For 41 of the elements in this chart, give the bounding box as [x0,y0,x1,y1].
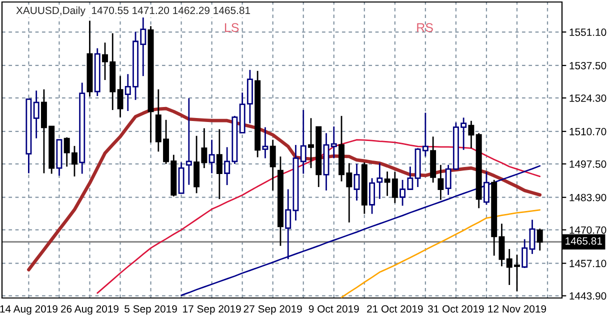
chart-title: XAUUSD,Daily 1470.55 1471.20 1462.29 1465.81 [16,6,250,16]
x-tick-label: 14 Aug 2019 [0,305,58,315]
annotation: LS [224,23,239,32]
y-tick-label: 1524.30 [570,94,606,102]
annotation: RS [417,23,433,32]
candlestick [186,98,192,186]
y-tick-label: 1443.90 [570,292,606,300]
candlestick [330,126,337,159]
candlestick [354,163,360,202]
candlestick [33,90,40,140]
x-tick-label: 31 Oct 2019 [428,305,484,313]
y-tick-label: 1537.50 [570,62,606,70]
candlestick [522,238,528,269]
candlestick [117,75,124,118]
x-tick-label: 26 Aug 2019 [61,305,118,315]
line-series [340,209,541,298]
y-tick-label: 1483.90 [570,194,606,202]
line-series [180,165,541,296]
candlestick [483,171,490,206]
y-tick-label: 1497.50 [570,160,606,168]
candlestick [468,120,474,149]
candlestick [216,128,222,200]
candlestick [438,164,444,201]
y-tick-label: 1457.10 [570,260,606,268]
candlestick [270,139,276,192]
y-tick-label: 1551.10 [570,28,606,36]
x-tick-label: 21 Oct 2019 [367,305,423,313]
ref-line-label: 1465.81 [566,237,602,245]
y-tick-label: 1470.70 [570,226,606,234]
candlestick [536,228,543,252]
x-tick-label: 12 Nov 2019 [488,305,546,313]
candlestick [529,219,536,255]
x-tick-label: 27 Sep 2019 [244,305,302,315]
candlestick [300,109,306,174]
candlestick [208,139,215,174]
x-tick-label: 9 Oct 2019 [308,305,359,313]
y-tick-label: 1510.70 [570,128,606,136]
x-tick-label: 17 Sep 2019 [183,305,241,315]
x-tick-label: 5 Sep 2019 [124,305,177,315]
candlestick [262,126,268,159]
line-series [96,139,541,294]
